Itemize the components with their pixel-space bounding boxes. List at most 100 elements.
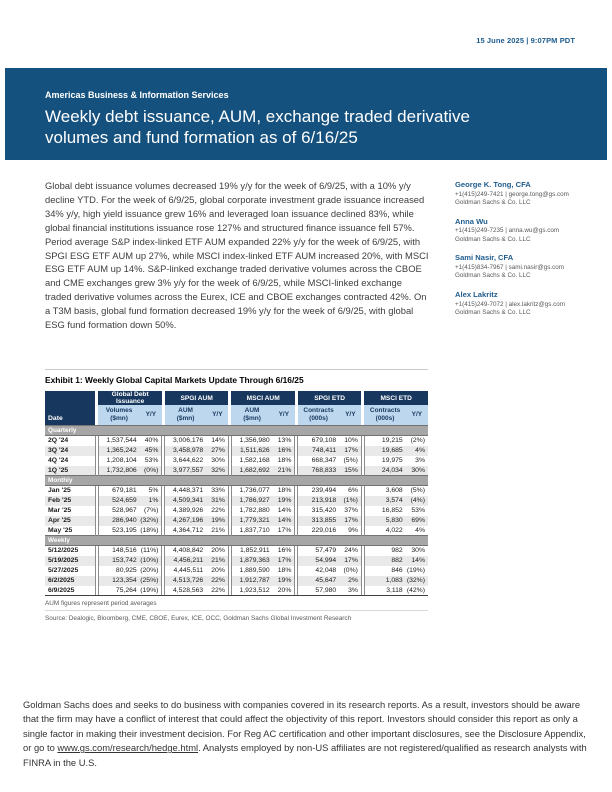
cell-yoy: 18% [272,565,295,576]
column-subheader-line: ($mn) [243,415,261,422]
column-group-gap [360,485,365,496]
column-group-gap [227,565,232,576]
cell-yoy: (7%) [139,505,162,516]
report-title-line2: volumes and fund formation as of 6/16/25 [45,127,358,147]
cell-yoy: (19%) [405,565,428,576]
column-group-gap [228,391,232,405]
cell-yoy: 24% [339,545,362,556]
column-subheader-line: AUM [178,407,193,415]
cell-yoy: (42%) [405,585,428,596]
column-group-gap [360,575,365,586]
column-group-gap [294,455,299,466]
cell-yoy: 13% [272,435,295,446]
cell-value: 3,118 [364,585,406,596]
cell-yoy: 19% [272,495,295,506]
table-subheader-row: Volumes ($mn) Y/Y AUM ($mn) Y/Y AUM ($mn) Y/Y Con… [45,405,428,426]
cell-value: 213,918 [297,495,340,506]
cell-yoy: 20% [272,585,295,596]
table-row: 5/12/2025 148,516 (11%) 4,408,842 20% 1,852,9… [45,545,428,556]
cell-yoy: 22% [206,575,229,586]
column-subheader: Contracts (000s) [364,405,406,426]
cell-value: 4,513,726 [164,575,207,586]
cell-date: May '25 [45,525,96,536]
table-row: 4Q '24 1,208,104 53% 3,644,622 30% 1,582,168 1… [45,455,428,466]
exhibit-title: Exhibit 1: Weekly Global Capital Markets… [45,375,304,385]
column-group-gap [227,525,232,536]
column-group-gap [94,435,99,446]
column-group-gap [294,545,299,556]
cell-value: 768,833 [297,465,340,476]
column-group-header: SPGI AUM [164,391,229,405]
disclaimer-paragraph: Goldman Sachs does and seeks to do busin… [23,698,593,770]
column-group-gap [161,585,166,596]
cell-yoy: 22% [206,505,229,516]
column-group-gap [360,435,365,446]
cell-value: 3,006,176 [164,435,207,446]
table-row: Jan '25 679,181 5% 4,448,371 33% 1,736,077 18%… [45,485,428,496]
report-datetime: 15 June 2025 | 9:07PM PDT [476,36,575,45]
exhibit-source: Source: Dealogic, Bloomberg, CME, CBOE, … [45,615,352,622]
column-group-gap [360,545,365,556]
cell-yoy: 32% [206,465,229,476]
table-row: Mar '25 528,967 (7%) 4,389,926 22% 1,782,880 1… [45,505,428,516]
table-row: 3Q '24 1,365,242 45% 3,458,978 27% 1,511,626 1… [45,445,428,456]
column-group-gap [161,555,166,566]
analyst-block: George K. Tong, CFA +1(415)249-7421 | ge… [455,180,585,208]
column-subheader: Volumes ($mn) [98,405,140,426]
cell-yoy: (0%) [139,465,162,476]
column-group-gap [360,515,365,526]
capital-markets-table: Date Global Debt Issuance SPGI AUM MSCI AUM… [45,391,428,596]
cell-value: 1,837,710 [231,525,273,536]
cell-yoy: 14% [272,505,295,516]
cell-value: 1,852,911 [231,545,273,556]
disclosure-link[interactable]: www.gs.com/research/hedge.html [57,742,199,754]
column-group-gap [227,445,232,456]
analyst-firm: Goldman Sachs & Co. LLC [455,199,531,207]
cell-yoy: 14% [405,555,428,566]
cell-value: 4,389,926 [164,505,207,516]
summary-paragraph: Global debt issuance volumes decreased 1… [45,180,429,331]
cell-date: Apr '25 [45,515,96,526]
cell-date: 3Q '24 [45,445,96,456]
column-group-header: MSCI AUM [231,391,295,405]
table-row: 5/27/2025 80,925 (20%) 4,445,511 20% 1,889,59… [45,565,428,576]
cell-value: 239,494 [297,485,340,496]
cell-value: 1,582,168 [231,455,273,466]
cell-value: 3,977,557 [164,465,207,476]
disclaimer-text-post: . Analysts employed by non-US affiliates… [23,742,587,768]
cell-value: 148,516 [98,545,140,556]
column-group-gap [361,405,365,426]
cell-yoy: (25%) [139,575,162,586]
column-group-gap [94,545,99,556]
table-row: 5/19/2025 153,742 (10%) 4,456,211 21% 1,879,3… [45,555,428,566]
table-row: Feb '25 524,659 1% 4,509,341 31% 1,786,927 19%… [45,495,428,506]
column-group-gap [360,465,365,476]
column-group-gap [227,485,232,496]
column-subheader-line: ($mn) [110,415,128,422]
cell-yoy: 19% [272,575,295,586]
column-group-gap [161,525,166,536]
column-group-gap [227,575,232,586]
cell-value: 882 [364,555,406,566]
section-label: Weekly [45,535,428,546]
column-subheader: Contracts (000s) [297,405,340,426]
analyst-block: Alex Lakritz +1(415)249-7072 | alex.lakr… [455,290,585,318]
column-group-header: MSCI ETD [364,391,428,405]
column-group-gap [227,585,232,596]
analyst-firm: Goldman Sachs & Co. LLC [455,309,531,317]
cell-date: 4Q '24 [45,455,96,466]
column-group-gap [360,555,365,566]
cell-value: 19,215 [364,435,406,446]
cell-value: 524,659 [98,495,140,506]
analyst-firm: Goldman Sachs & Co. LLC [455,235,531,243]
column-group-gap [227,515,232,526]
cell-value: 57,479 [297,545,340,556]
analyst-contact[interactable]: +1(415)249-7072 | alex.lakritz@gs.com [455,300,566,308]
table-row: Apr '25 286,940 (32%) 4,267,196 19% 1,779,321… [45,515,428,526]
analyst-contact[interactable]: +1(415)834-7967 | sami.nasir@gs.com [455,263,565,271]
analyst-name: Anna Wu [455,216,488,226]
analyst-contact[interactable]: +1(415)249-7235 | anna.wu@gs.com [455,227,560,235]
cell-value: 57,980 [297,585,340,596]
analyst-contact[interactable]: +1(415)249-7421 | george.tong@gs.com [455,190,569,198]
